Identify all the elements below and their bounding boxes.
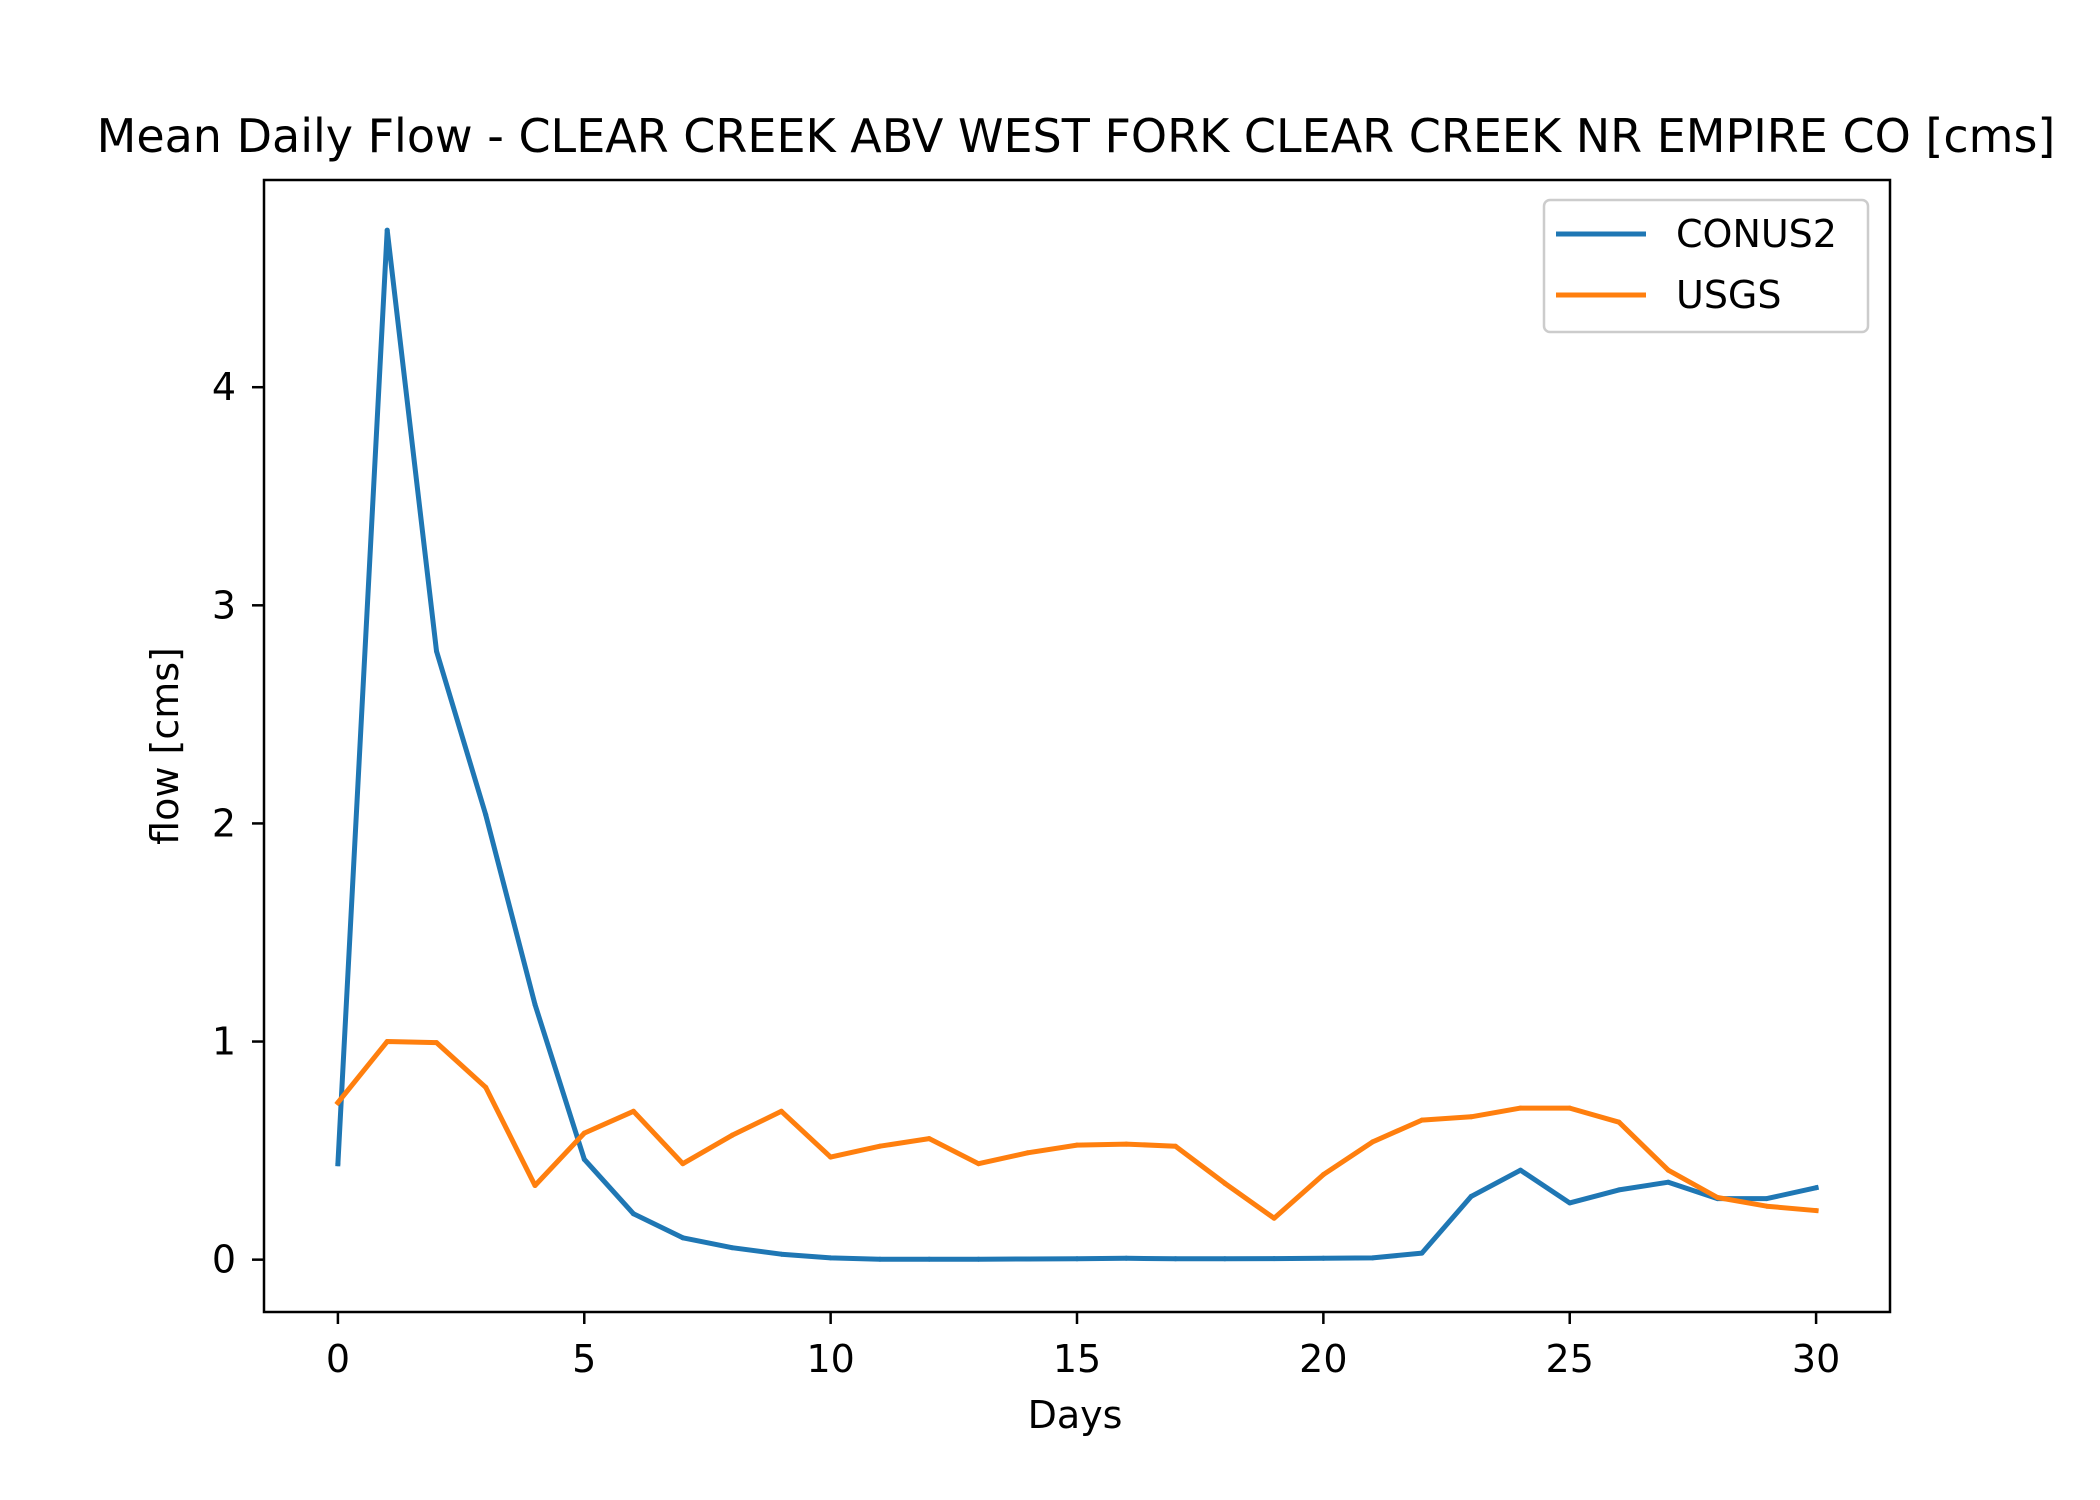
legend-label-usgs: USGS bbox=[1676, 273, 1782, 317]
x-tick-label: 0 bbox=[326, 1337, 350, 1381]
data-point-usgs bbox=[1320, 1172, 1326, 1178]
data-point-conus2 bbox=[1271, 1256, 1277, 1262]
legend-label-conus2: CONUS2 bbox=[1676, 212, 1837, 256]
data-point-usgs bbox=[384, 1039, 390, 1044]
data-point-usgs bbox=[1616, 1119, 1622, 1125]
data-point-usgs bbox=[1074, 1142, 1080, 1148]
data-point-usgs bbox=[926, 1136, 932, 1142]
data-point-conus2 bbox=[1468, 1193, 1474, 1199]
data-point-conus2 bbox=[729, 1245, 735, 1251]
y-tick-label: 0 bbox=[212, 1238, 236, 1282]
data-point-conus2 bbox=[434, 648, 439, 654]
data-point-usgs bbox=[680, 1161, 686, 1167]
data-point-usgs bbox=[778, 1108, 784, 1114]
data-point-conus2 bbox=[1074, 1256, 1080, 1262]
data-point-usgs bbox=[483, 1084, 489, 1090]
x-tick-label: 25 bbox=[1546, 1337, 1594, 1381]
data-point-usgs bbox=[1468, 1114, 1474, 1120]
legend: CONUS2 USGS bbox=[1542, 198, 1870, 334]
data-point-conus2 bbox=[483, 812, 489, 818]
data-point-usgs bbox=[631, 1108, 636, 1114]
data-point-usgs bbox=[1173, 1143, 1178, 1149]
data-point-conus2 bbox=[532, 1002, 538, 1007]
data-point-conus2 bbox=[1518, 1167, 1523, 1173]
data-point-conus2 bbox=[1173, 1256, 1178, 1262]
data-point-usgs bbox=[581, 1130, 587, 1136]
data-point-conus2 bbox=[1567, 1200, 1573, 1206]
data-point-conus2 bbox=[1665, 1179, 1671, 1185]
data-point-conus2 bbox=[1222, 1256, 1228, 1262]
chart-title: Mean Daily Flow - CLEAR CREEK ABV WEST F… bbox=[97, 109, 2056, 163]
x-tick-label: 5 bbox=[572, 1337, 596, 1381]
data-point-usgs bbox=[1715, 1195, 1720, 1200]
y-tick-label: 1 bbox=[212, 1020, 236, 1064]
x-axis: 0 5 10 15 20 25 30 bbox=[326, 1312, 1840, 1381]
data-point-conus2 bbox=[631, 1211, 636, 1217]
data-point-conus2 bbox=[1419, 1250, 1425, 1256]
data-point-conus2 bbox=[680, 1235, 686, 1241]
x-tick-label: 10 bbox=[806, 1337, 854, 1381]
data-point-usgs bbox=[335, 1100, 341, 1106]
data-point-conus2 bbox=[1123, 1255, 1129, 1261]
x-tick-label: 30 bbox=[1792, 1337, 1840, 1381]
data-point-conus2 bbox=[335, 1161, 341, 1167]
y-tick-label: 4 bbox=[212, 365, 236, 409]
data-point-conus2 bbox=[1616, 1187, 1622, 1193]
data-point-conus2 bbox=[926, 1256, 932, 1262]
y-axis-label: flow [cms] bbox=[143, 647, 187, 845]
data-point-usgs bbox=[1222, 1180, 1228, 1186]
x-tick-label: 20 bbox=[1299, 1337, 1347, 1381]
y-tick-label: 3 bbox=[212, 583, 236, 627]
data-point-usgs bbox=[1518, 1105, 1523, 1111]
data-point-usgs bbox=[434, 1040, 439, 1046]
x-axis-label: Days bbox=[1028, 1393, 1123, 1437]
data-point-conus2 bbox=[1370, 1255, 1376, 1261]
data-point-usgs bbox=[1764, 1203, 1770, 1209]
data-point-usgs bbox=[1665, 1167, 1671, 1173]
data-point-conus2 bbox=[1764, 1196, 1770, 1202]
data-point-usgs bbox=[1419, 1117, 1425, 1123]
data-point-usgs bbox=[1025, 1150, 1031, 1156]
data-point-conus2 bbox=[581, 1156, 587, 1162]
data-point-usgs bbox=[1567, 1105, 1573, 1111]
data-point-conus2 bbox=[1320, 1255, 1326, 1261]
series-layer bbox=[334, 227, 1820, 1262]
data-point-usgs bbox=[729, 1132, 735, 1138]
x-tick-label: 15 bbox=[1053, 1337, 1101, 1381]
y-axis: 0 1 2 3 4 bbox=[212, 365, 264, 1282]
data-point-conus2 bbox=[976, 1256, 981, 1262]
data-point-usgs bbox=[532, 1183, 538, 1188]
y-tick-label: 2 bbox=[212, 801, 236, 845]
data-point-conus2 bbox=[1025, 1256, 1031, 1262]
data-point-conus2 bbox=[384, 227, 390, 233]
data-point-usgs bbox=[1813, 1208, 1819, 1214]
data-point-conus2 bbox=[828, 1255, 834, 1261]
data-point-usgs bbox=[877, 1143, 883, 1149]
data-point-conus2 bbox=[778, 1251, 784, 1257]
data-point-usgs bbox=[1271, 1215, 1277, 1221]
data-point-usgs bbox=[1123, 1141, 1129, 1147]
data-point-conus2 bbox=[1813, 1185, 1819, 1191]
data-point-usgs bbox=[1370, 1139, 1376, 1145]
data-point-usgs bbox=[828, 1154, 834, 1160]
data-point-conus2 bbox=[877, 1256, 883, 1262]
data-point-usgs bbox=[976, 1161, 981, 1167]
